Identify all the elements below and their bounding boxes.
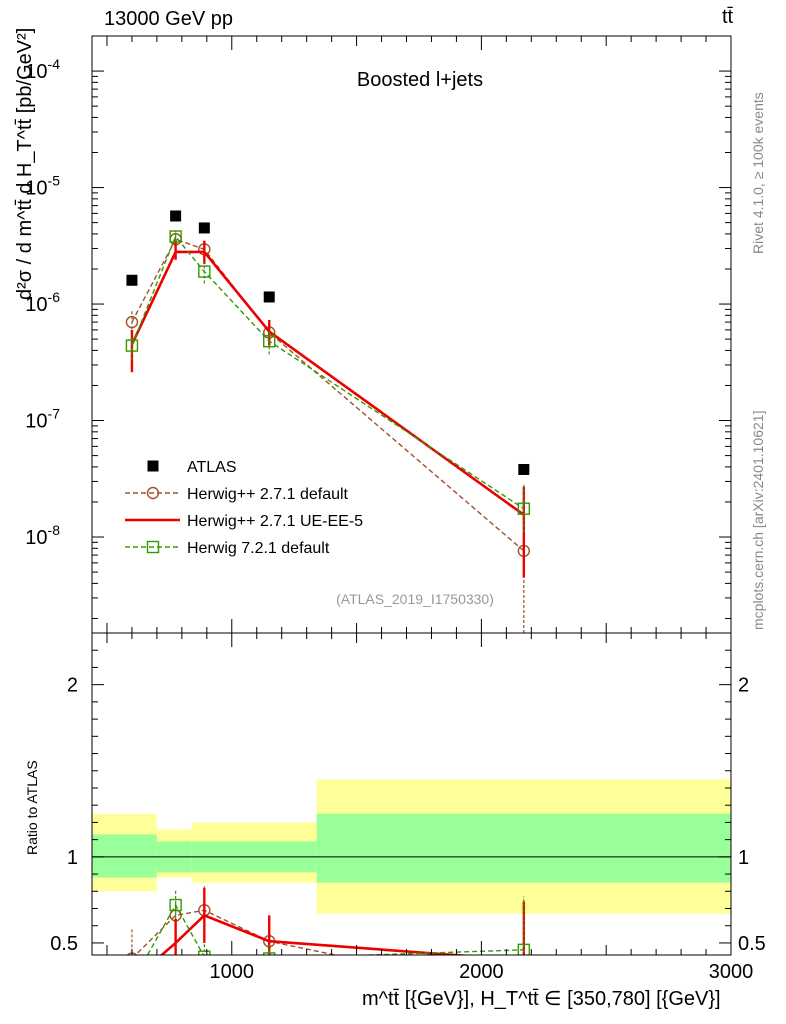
ratio-herwig-7-2-1-default-point (263, 952, 276, 955)
ratio-y-tick-label-left: 1 (67, 847, 78, 869)
x-tick-label: 3000 (709, 961, 754, 983)
main-atlas-point (170, 210, 182, 222)
main-atlas-series (126, 210, 530, 475)
legend-entry: Herwig 7.2.1 default (187, 540, 330, 557)
main-y-tick-label: 10-4 (25, 56, 60, 83)
legend-entry: Herwig++ 2.7.1 UE-EE-5 (187, 513, 363, 530)
x-axis-label: m^tt̄ [{GeV}], H_T^tt̄ ∈ [350,780] [{GeV… (362, 988, 721, 1010)
ratio-herwig-7-2-1-default-point (517, 943, 531, 955)
ratio-y-tick-label-right: 1 (738, 847, 749, 869)
ratio-y-tick-label-left: 2 (67, 675, 78, 697)
main-title: Boosted l+jets (357, 69, 483, 91)
main-y-tick-label: 10-6 (25, 289, 60, 316)
main-y-tick-label: 10-8 (25, 522, 60, 549)
main-atlas-point (518, 463, 530, 475)
ratio-herwig-7-2-1-default-point (198, 950, 211, 955)
ratio-y-tick-label-left: 0.5 (50, 933, 78, 955)
main-herwig-7-2-1-default-point (169, 230, 182, 243)
main-herwig-7-2-1-default-point (198, 265, 211, 278)
main-herwig-2-7-1-default-line (131, 238, 525, 552)
legend-marker (146, 486, 160, 500)
ratio-herwig-7-2-1-default-line (146, 903, 524, 955)
ratio-herwig-7-2-1-default-point (126, 977, 137, 988)
main-herwig-7-2-1-default-point (517, 502, 531, 515)
main-herwig-7-2-1-default-point (125, 339, 139, 352)
ratio-inner-band (316, 813, 731, 883)
legend: ATLAS Herwig++ 2.7.1 default Herwig++ 2.7.… (125, 459, 363, 557)
main-atlas-point (198, 222, 210, 234)
ratio-herwig-7-2-1-default-series (126, 889, 531, 988)
ratio-herwig-2-7-1-default-point (518, 989, 529, 1000)
energy-label: 13000 GeV pp (104, 8, 233, 30)
legend-marker (147, 460, 159, 472)
main-herwig-2-7-1-default-series (125, 232, 531, 633)
x-tick-label: 2000 (459, 961, 504, 983)
main-y-tick-label: 10-5 (25, 173, 60, 200)
ratio-y-tick-label-right: 2 (738, 675, 749, 697)
main-herwig-7-2-1-default-series (125, 230, 531, 533)
legend-entry: Herwig++ 2.7.1 default (187, 486, 349, 503)
x-tick-label: 1000 (210, 961, 255, 983)
legend-marker (146, 540, 160, 554)
main-atlas-point (263, 291, 275, 303)
ratio-plot-frame (91, 632, 732, 956)
main-y-tick-label: 10-7 (25, 406, 60, 433)
process-label: tt̄ (722, 6, 734, 28)
legend-entry: ATLAS (187, 459, 237, 476)
ratio-y-tick-label-right: 0.5 (738, 933, 766, 955)
main-herwig-2-7-1-default-point (125, 315, 139, 329)
analysis-id-watermark: (ATLAS_2019_I1750330) (336, 591, 494, 607)
main-atlas-point (126, 274, 138, 286)
main-herwig-7-2-1-default-point (263, 334, 276, 348)
ratio-inner-band (92, 834, 157, 878)
ratio-herwig-7-2-1-default-point (169, 898, 182, 912)
